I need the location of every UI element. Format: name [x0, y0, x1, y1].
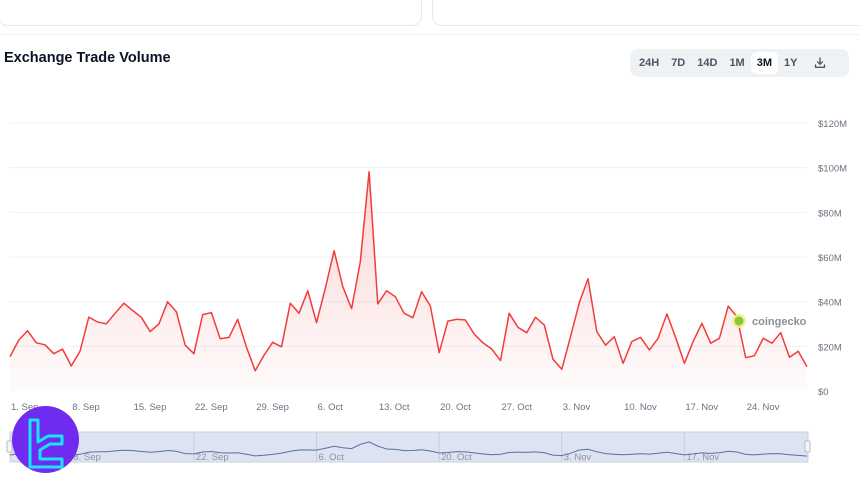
y-tick-label: $60M: [818, 253, 842, 264]
svg-text:coingecko: coingecko: [752, 316, 807, 328]
range-3m-button[interactable]: 3M: [750, 52, 778, 74]
x-tick-label: 6. Oct: [318, 402, 344, 413]
navigator-tick-label: 22. Sep: [196, 452, 229, 463]
range-14d-button[interactable]: 14D: [697, 57, 718, 69]
x-tick-label: 20. Oct: [440, 402, 471, 413]
download-icon: [815, 57, 826, 69]
x-tick-label: 13. Oct: [379, 402, 410, 413]
top-card-right: [432, 0, 860, 26]
navigator-tick-label: 17. Nov: [686, 452, 719, 463]
y-tick-label: $80M: [818, 208, 842, 219]
top-card-left: [0, 0, 422, 26]
y-tick-label: $20M: [818, 342, 842, 353]
range-1y-button[interactable]: 1Y: [784, 57, 798, 69]
navigator-handle-right[interactable]: [804, 440, 811, 453]
volume-area: [10, 171, 807, 391]
x-tick-label: 17. Nov: [685, 402, 718, 413]
navigator-line: [9, 441, 808, 457]
x-tick-label: 15. Sep: [134, 402, 167, 413]
y-tick-label: $100M: [818, 164, 847, 175]
volume-line: [9, 170, 808, 372]
x-tick-label: 3. Nov: [563, 402, 591, 413]
coingecko-watermark: coingecko: [732, 314, 807, 328]
x-tick-label: 24. Nov: [747, 402, 780, 413]
navigator-tick-label: 3. Nov: [564, 452, 592, 463]
navigator[interactable]: [9, 431, 809, 463]
navigator-tick-label: 8. Sep: [73, 452, 100, 463]
x-tick-label: 1. Sep: [11, 402, 38, 413]
y-tick-label: $40M: [818, 298, 842, 309]
section-divider: [0, 34, 860, 35]
x-tick-label: 29. Sep: [256, 402, 289, 413]
time-range-selector: 24H 7D 14D 1M 3M 1Y: [630, 49, 849, 77]
x-tick-label: 22. Sep: [195, 402, 228, 413]
page-title: Exchange Trade Volume: [4, 50, 171, 66]
range-24h-button[interactable]: 24H: [639, 57, 660, 69]
range-7d-button[interactable]: 7D: [671, 57, 686, 69]
range-1m-button[interactable]: 1M: [729, 57, 745, 69]
x-tick-label: 27. Oct: [501, 402, 532, 413]
x-tick-label: 10. Nov: [624, 402, 657, 413]
y-tick-label: $120M: [818, 119, 847, 130]
download-button[interactable]: [803, 52, 837, 74]
navigator-tick-label: 20. Oct: [441, 452, 472, 463]
y-tick-label: $0: [818, 387, 829, 398]
x-tick-label: 8. Sep: [72, 402, 99, 413]
navigator-tick-label: 6. Oct: [319, 452, 345, 463]
brand-logo: [12, 406, 79, 473]
